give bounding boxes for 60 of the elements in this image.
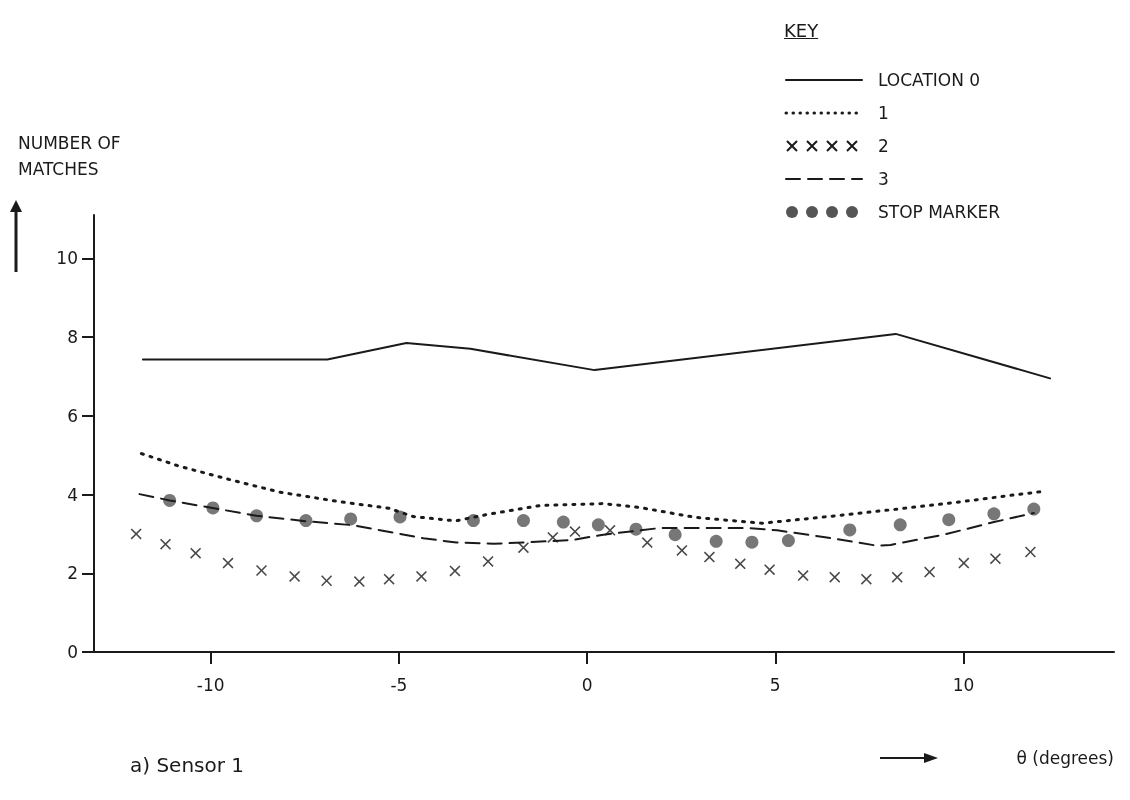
point [190,547,202,559]
point [843,523,857,537]
x-tick-label: -5 [390,674,408,695]
point [764,564,776,576]
point [676,544,688,556]
point [641,537,653,549]
x-tick-label: 10 [952,674,975,695]
point [989,553,1001,565]
point [449,565,461,577]
y-tick-label: 2 [67,563,78,584]
point [781,534,795,548]
point [797,570,809,582]
point [745,535,759,549]
y-axis-title: NUMBER OF MATCHES [18,133,127,179]
point [829,571,841,583]
x-axis-title: θ (degrees) [1016,747,1115,768]
point [958,557,970,569]
point [255,565,267,577]
point [860,573,872,585]
point [709,534,723,548]
legend-label: STOP MARKER [877,201,1000,222]
point [222,557,234,569]
point [353,576,365,588]
legend-label: 2 [877,135,889,156]
legend-label: 1 [877,102,889,123]
x-tick-label: 5 [769,674,781,695]
y-tick-label: 0 [67,642,78,662]
point [516,514,530,527]
y-tick-label: 6 [67,405,78,426]
x-tick-label: -10 [196,674,225,695]
y-tick-label: 8 [67,327,78,348]
point [893,518,907,532]
point [289,570,301,582]
point [569,526,581,538]
point [703,551,715,563]
point [321,575,333,587]
point [942,513,956,527]
point [130,528,142,540]
y-tick-label: 4 [67,484,78,505]
point [1024,546,1036,558]
legend-label: LOCATION 0 [877,69,981,90]
text: a) Sensor 1 [130,753,245,777]
point [591,518,605,532]
point [482,555,494,567]
point [987,507,1001,521]
point [1027,502,1041,516]
point [383,573,395,585]
point [415,570,427,582]
point [891,571,903,583]
legend-label: 3 [877,168,889,189]
point [160,538,172,550]
point [734,558,746,570]
y-tick-label: 10 [56,248,78,269]
legend-title: KEY [783,20,820,41]
point [344,512,358,526]
x-tick-label: 0 [581,674,593,695]
line-series [141,332,1052,380]
point [668,528,682,542]
point [556,515,570,529]
point [924,566,936,578]
